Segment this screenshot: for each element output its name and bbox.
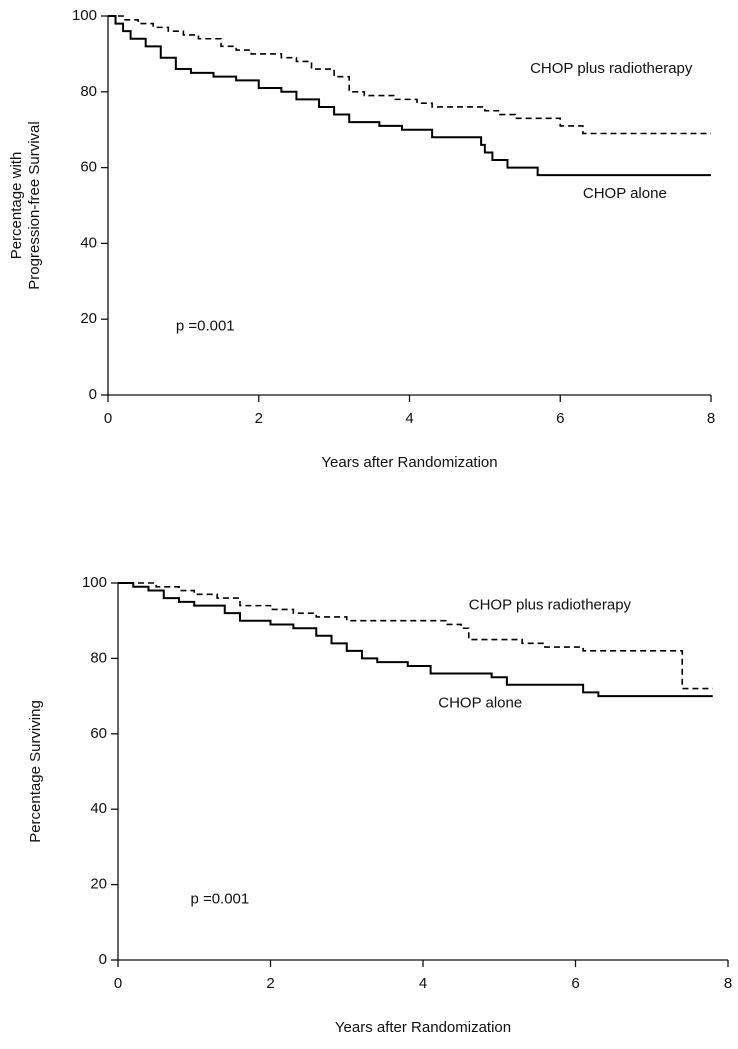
y-axis-label: Percentage with <box>8 152 25 260</box>
y-axis-label: Percentage Surviving <box>27 700 44 843</box>
y-tick-label: 80 <box>90 649 107 666</box>
annotation: p =0.001 <box>190 891 249 908</box>
y-axis-label: Progression-free Survival <box>26 121 43 289</box>
y-tick-label: 100 <box>82 574 107 591</box>
survival-curve <box>118 582 713 690</box>
survival-curve <box>108 15 711 135</box>
y-tick-label: 60 <box>90 725 107 742</box>
y-tick-label: 0 <box>89 386 97 403</box>
x-tick-label: 0 <box>114 975 122 992</box>
series-label: CHOP alone <box>583 185 667 202</box>
series-label: CHOP plus radiotherapy <box>530 60 693 77</box>
x-tick-label: 4 <box>419 975 427 992</box>
survival-curve <box>108 15 711 177</box>
series-label: CHOP alone <box>438 695 522 712</box>
y-tick-label: 20 <box>80 310 97 327</box>
x-tick-label: 8 <box>724 975 732 992</box>
y-tick-label: 20 <box>90 876 107 893</box>
x-tick-label: 2 <box>266 975 274 992</box>
y-tick-label: 80 <box>80 83 97 100</box>
x-tick-label: 4 <box>405 410 413 427</box>
x-tick-label: 0 <box>104 410 112 427</box>
series-label: CHOP plus radiotherapy <box>469 597 632 614</box>
x-tick-label: 6 <box>556 410 564 427</box>
y-tick-label: 0 <box>99 951 107 968</box>
x-tick-label: 8 <box>707 410 715 427</box>
x-tick-label: 6 <box>571 975 579 992</box>
x-axis-label: Years after Randomization <box>335 1019 511 1036</box>
x-axis-label: Years after Randomization <box>321 454 497 471</box>
survival-curve <box>118 582 713 698</box>
y-tick-label: 100 <box>72 7 97 24</box>
x-tick-label: 2 <box>255 410 263 427</box>
y-tick-label: 60 <box>80 159 97 176</box>
y-tick-label: 40 <box>90 800 107 817</box>
annotation: p =0.001 <box>176 318 235 335</box>
y-tick-label: 40 <box>80 234 97 251</box>
